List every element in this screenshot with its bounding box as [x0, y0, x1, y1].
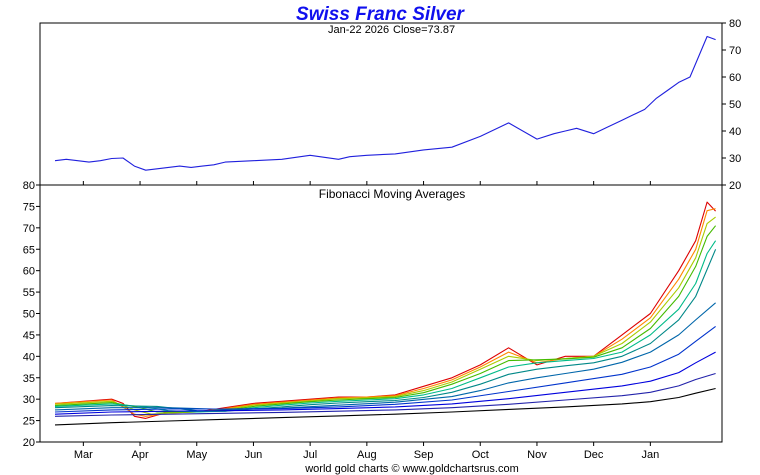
series-line-ma13	[54, 240, 717, 413]
y-tick-label: 40	[729, 126, 741, 138]
y-tick-label: 35	[23, 373, 35, 385]
series-line-ma233	[54, 387, 716, 426]
series-line-ma3	[54, 208, 716, 417]
y-tick-label: 75	[23, 201, 35, 213]
series-line-ma55	[54, 325, 716, 413]
series-line-ma34	[54, 302, 716, 411]
bottom-ma-plot	[54, 201, 717, 426]
y-tick-label: 80	[23, 180, 35, 192]
x-tick-label: Apr	[131, 449, 148, 461]
series-line-close	[54, 35, 716, 171]
y-tick-label: 50	[23, 309, 35, 321]
top-price-plot	[54, 35, 716, 171]
close-date: Jan-22 2026	[328, 24, 389, 36]
top-panel-frame	[39, 22, 723, 186]
y-tick-label: 55	[23, 287, 35, 299]
y-tick-label: 80	[729, 18, 741, 30]
y-tick-label: 50	[729, 99, 741, 111]
x-tick-label: Sep	[414, 449, 434, 461]
series-line-ma144	[54, 372, 716, 417]
series-line-close	[54, 201, 716, 419]
y-tick-label: 20	[23, 437, 35, 449]
y-tick-label: 40	[23, 351, 35, 363]
y-tick-label: 30	[23, 394, 35, 406]
close-value: Close=73.87	[393, 24, 455, 36]
x-tick-label: Nov	[527, 449, 547, 461]
series-line-ma5	[54, 216, 716, 415]
x-tick-label: Oct	[472, 449, 489, 461]
bottom-y-axis: 20 25 30 35 40 45 50 55 60 65 70 75 80	[23, 180, 40, 449]
bottom-panel-title: Fibonacci Moving Averages	[319, 187, 466, 201]
x-axis: Mar Apr May Jun Jul Aug Sep Oct Nov Dec Jan	[74, 181, 659, 461]
x-tick-label: Jul	[303, 449, 317, 461]
y-tick-label: 20	[729, 180, 741, 192]
x-tick-label: Aug	[357, 449, 377, 461]
y-tick-label: 70	[729, 45, 741, 57]
y-tick-label: 30	[729, 153, 741, 165]
y-tick-label: 45	[23, 330, 35, 342]
footer-credit: world gold charts © www.goldchartsrus.co…	[304, 463, 519, 475]
y-tick-label: 25	[23, 416, 35, 428]
x-tick-label: Jan	[641, 449, 659, 461]
series-line-ma8	[54, 225, 717, 413]
series-line-ma89	[54, 351, 716, 415]
x-tick-label: May	[186, 449, 207, 461]
y-tick-label: 70	[23, 223, 35, 235]
y-tick-label: 60	[23, 266, 35, 278]
y-tick-label: 65	[23, 244, 35, 256]
x-tick-label: Jun	[245, 449, 263, 461]
x-tick-label: Dec	[584, 449, 604, 461]
chart-title: Swiss Franc Silver	[296, 4, 466, 25]
y-tick-label: 60	[729, 72, 741, 84]
top-y-axis: 20 30 40 50 60 70 80	[722, 18, 741, 192]
x-tick-label: Mar	[74, 449, 93, 461]
